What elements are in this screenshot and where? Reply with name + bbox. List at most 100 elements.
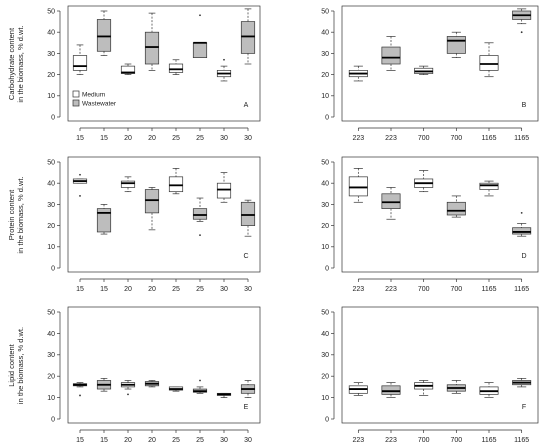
box-3 bbox=[414, 65, 434, 75]
box-2 bbox=[96, 10, 112, 56]
panel-d: 0 10 20 30 40 50 223 223 700 700 1165 1165 D bbox=[321, 156, 539, 293]
box-6 bbox=[192, 14, 208, 58]
x-tick-label: 1165 bbox=[481, 286, 496, 293]
box-5 bbox=[479, 42, 499, 78]
x-tick-label: 30 bbox=[220, 437, 228, 444]
box-2 bbox=[96, 377, 112, 392]
y-tick-label: 30 bbox=[47, 51, 55, 58]
x-tick-label: 15 bbox=[76, 135, 84, 142]
y-tick-label: 20 bbox=[47, 223, 55, 230]
box-8 bbox=[240, 8, 256, 65]
box-3 bbox=[414, 380, 434, 396]
box-1 bbox=[72, 44, 88, 75]
y-axis-label: in the biomass, % d.wt. bbox=[16, 176, 25, 253]
x-tick-label: 25 bbox=[172, 286, 180, 293]
plot-frame bbox=[341, 306, 539, 424]
iqr-box bbox=[168, 63, 184, 73]
box-1 bbox=[348, 168, 368, 203]
y-axis-label: Protein content bbox=[7, 189, 16, 240]
x-tick-label: 20 bbox=[124, 135, 132, 142]
panel-b: 0 10 20 30 40 50 223 223 700 700 1165 1165 B bbox=[321, 5, 539, 142]
y-tick-label: 50 bbox=[47, 8, 55, 15]
box-4 bbox=[144, 12, 160, 71]
iqr-box bbox=[96, 208, 112, 233]
outlier-point bbox=[199, 379, 201, 382]
x-tick-label: 20 bbox=[148, 437, 156, 444]
panel-letter: B bbox=[522, 102, 527, 109]
box-4 bbox=[144, 380, 160, 388]
iqr-box bbox=[192, 208, 208, 220]
legend-swatch bbox=[72, 90, 80, 98]
panel-a: 0 10 20 30 40 50 Carbohydrate content in the bi… bbox=[7, 5, 261, 142]
x-tick-label: 25 bbox=[196, 437, 204, 444]
y-tick-label: 0 bbox=[51, 416, 55, 423]
x-tick-label: 15 bbox=[100, 286, 108, 293]
y-tick-label: 50 bbox=[321, 309, 329, 316]
box-4 bbox=[446, 31, 466, 58]
y-tick-label: 50 bbox=[321, 8, 329, 15]
x-tick-label: 30 bbox=[244, 437, 252, 444]
y-axis-label: in the biomass, % d.wt. bbox=[16, 25, 25, 102]
outlier-point bbox=[127, 393, 129, 396]
y-axis-label: in the biomass, % d.wt. bbox=[16, 327, 25, 404]
y-tick-label: 30 bbox=[321, 202, 329, 209]
y-tick-label: 40 bbox=[47, 30, 55, 37]
iqr-box bbox=[479, 55, 499, 71]
iqr-box bbox=[240, 201, 256, 226]
box-8 bbox=[240, 380, 256, 398]
y-tick-label: 40 bbox=[47, 181, 55, 188]
x-tick-label: 700 bbox=[418, 135, 430, 142]
x-tick-label: 1165 bbox=[514, 135, 529, 142]
outlier-point bbox=[223, 58, 225, 61]
box-3 bbox=[120, 176, 136, 193]
y-tick-label: 30 bbox=[47, 352, 55, 359]
box-8 bbox=[240, 199, 256, 237]
y-tick-label: 20 bbox=[321, 223, 329, 230]
panel-letter: F bbox=[522, 404, 526, 411]
x-tick-label: 700 bbox=[450, 135, 462, 142]
box-2 bbox=[381, 187, 401, 220]
iqr-box bbox=[144, 189, 160, 214]
outlier-point bbox=[199, 14, 201, 17]
x-tick-label: 30 bbox=[244, 135, 252, 142]
y-tick-label: 10 bbox=[47, 93, 55, 100]
x-tick-label: 25 bbox=[172, 437, 180, 444]
box-2 bbox=[96, 204, 112, 235]
iqr-box bbox=[240, 21, 256, 54]
y-tick-label: 0 bbox=[51, 114, 55, 121]
x-tick-label: 223 bbox=[385, 437, 397, 444]
x-tick-label: 1165 bbox=[514, 286, 529, 293]
y-tick-label: 10 bbox=[321, 395, 329, 402]
panel-f: 0102030405022322370070011651165Light amo… bbox=[321, 306, 539, 445]
y-tick-label: 40 bbox=[321, 331, 329, 338]
outlier-point bbox=[199, 234, 201, 237]
y-tick-label: 0 bbox=[325, 114, 329, 121]
x-tick-label: 30 bbox=[244, 286, 252, 293]
box-6 bbox=[512, 8, 532, 34]
y-tick-label: 20 bbox=[321, 72, 329, 79]
box-6 bbox=[192, 379, 208, 394]
panel-letter: A bbox=[244, 102, 249, 109]
iqr-box bbox=[144, 31, 160, 65]
x-tick-label: 30 bbox=[220, 286, 228, 293]
x-tick-label: 223 bbox=[352, 135, 364, 142]
x-tick-label: 30 bbox=[220, 135, 228, 142]
panel-letter: E bbox=[244, 404, 249, 411]
box-4 bbox=[144, 187, 160, 231]
x-tick-label: 20 bbox=[124, 286, 132, 293]
box-5 bbox=[168, 386, 184, 392]
x-tick-label: 25 bbox=[172, 135, 180, 142]
box-1 bbox=[72, 173, 88, 197]
plot-frame bbox=[341, 156, 539, 273]
x-tick-label: 15 bbox=[100, 135, 108, 142]
y-tick-label: 20 bbox=[47, 374, 55, 381]
x-tick-label: 15 bbox=[76, 286, 84, 293]
plot-frame bbox=[67, 306, 261, 424]
box-5 bbox=[479, 180, 499, 197]
box-5 bbox=[168, 59, 184, 75]
box-1 bbox=[72, 382, 88, 397]
y-tick-label: 20 bbox=[47, 72, 55, 79]
iqr-box bbox=[381, 385, 401, 395]
outlier-point bbox=[79, 394, 81, 397]
y-tick-label: 40 bbox=[47, 331, 55, 338]
